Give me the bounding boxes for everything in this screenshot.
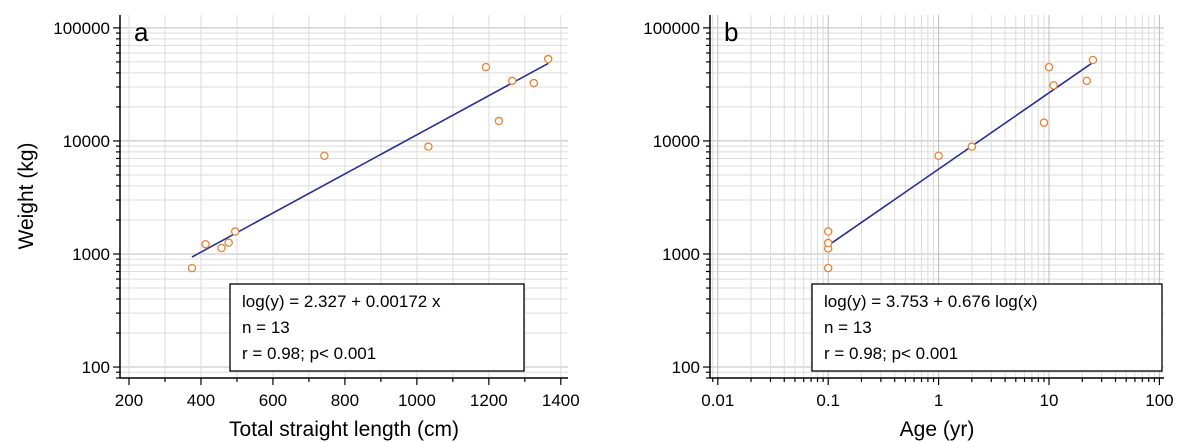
data-point: [1044, 62, 1054, 72]
x-tick-label: 600: [259, 391, 287, 410]
y-tick-label: 10000: [653, 132, 700, 151]
regression-line: [827, 61, 1094, 247]
data-point: [481, 62, 491, 72]
x-tick-label: 100: [1145, 391, 1173, 410]
x-tick-label: 1200: [470, 391, 508, 410]
stats-line: r = 0.98; p< 0.001: [242, 344, 376, 363]
x-tick-label: 800: [331, 391, 359, 410]
x-tick-label: 0.01: [701, 391, 734, 410]
stats-box-frame: [811, 283, 1163, 372]
stats-box: log(y) = 3.753 + 0.676 log(x) n = 13 r = 0…: [811, 283, 1163, 372]
data-point: [823, 238, 833, 248]
data-point: [320, 151, 329, 160]
data-point: [1088, 55, 1098, 65]
x-tick-label: 400: [187, 391, 215, 410]
y-tick-label: 100000: [53, 19, 110, 38]
x-axis-title: Total straight length (cm): [229, 418, 459, 441]
x-tick-label: 1000: [398, 391, 436, 410]
y-axis-title: Weight (kg): [15, 143, 38, 250]
stats-line: n = 13: [242, 318, 290, 337]
y-tick-label: 100000: [643, 19, 700, 38]
stats-line: log(y) = 3.753 + 0.676 log(x): [824, 292, 1038, 311]
regression-line: [191, 62, 549, 258]
data-point: [529, 78, 539, 88]
y-tick-label: 10000: [63, 132, 110, 151]
data-point: [224, 238, 233, 247]
data-point: [507, 76, 517, 86]
data-point: [424, 142, 433, 151]
stats-line: r = 0.98; p< 0.001: [824, 344, 958, 363]
stats-box-frame: [229, 283, 525, 372]
x-axis-title: Age (yr): [900, 418, 975, 441]
stats-line: log(y) = 2.327 + 0.00172 x: [242, 292, 441, 311]
data-point: [217, 243, 226, 253]
data-point: [230, 227, 240, 236]
data-point: [823, 227, 833, 236]
data-point: [187, 263, 197, 273]
data-point: [823, 263, 833, 273]
panel-b: 100 1000 10000 100000 0.01 0.1 1 10 100 Age (yr) b…: [643, 15, 1174, 441]
x-tick-label: 0.1: [816, 391, 840, 410]
data-point: [1039, 118, 1049, 127]
data-point: [543, 54, 553, 64]
data-point: [494, 116, 504, 126]
panel-label: a: [134, 17, 149, 47]
y-tick-label: 1000: [72, 245, 110, 264]
y-tick-label: 100: [82, 358, 110, 377]
panel-label: b: [724, 17, 738, 47]
x-tick-label: 200: [115, 391, 143, 410]
x-tick-label: 1: [934, 391, 943, 410]
data-point: [1049, 81, 1058, 90]
x-tick-label: 1400: [542, 391, 580, 410]
x-tick-label: 10: [1040, 391, 1059, 410]
data-point: [934, 151, 943, 160]
data-point: [1082, 76, 1092, 86]
data-point: [967, 142, 977, 151]
y-tick-label: 1000: [662, 245, 700, 264]
y-tick-label: 100: [672, 358, 700, 377]
panel-a: 100 1000 10000 100000 200 400 600 800 1000 1200 14…: [53, 15, 580, 441]
stats-box: log(y) = 2.327 + 0.00172 x n = 13 r = 0.98…: [229, 283, 525, 372]
data-point: [201, 239, 210, 249]
stats-line: n = 13: [824, 318, 872, 337]
